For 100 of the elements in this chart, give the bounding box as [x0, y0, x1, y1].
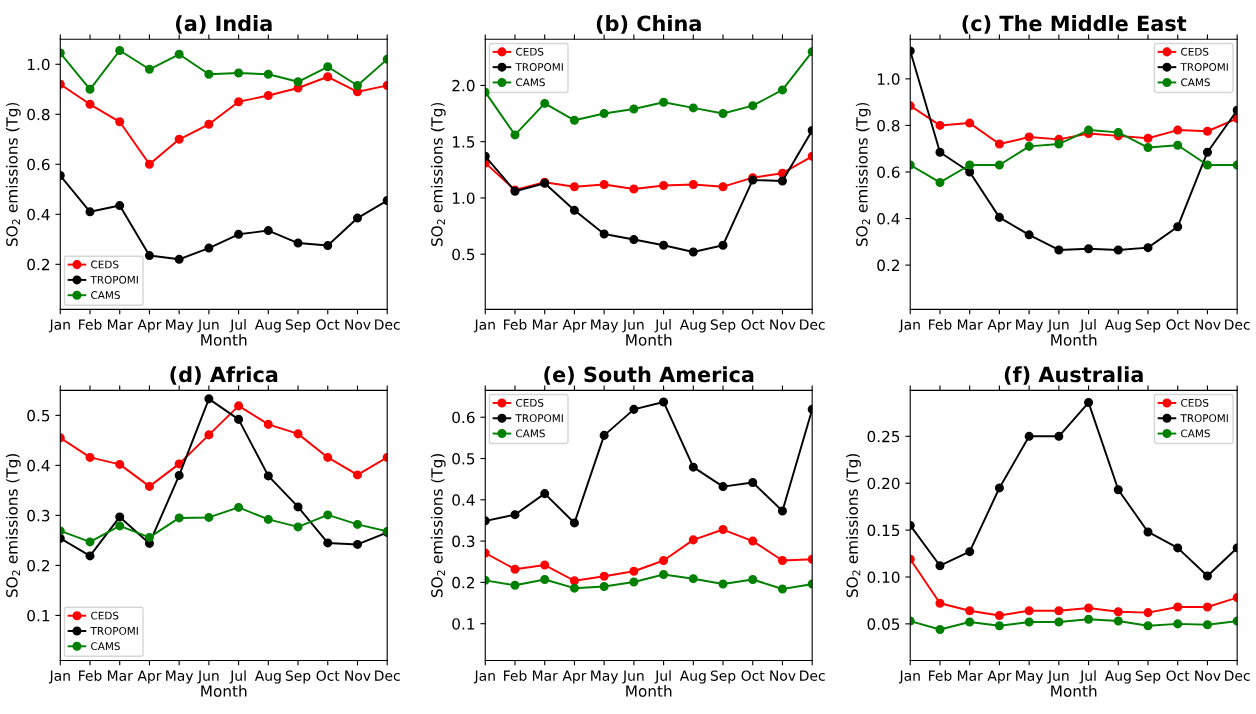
- y-tick-label: 0.3: [452, 535, 475, 548]
- legend-label: TROPOMI: [90, 275, 138, 284]
- x-tick-label: Jan: [473, 319, 495, 333]
- x-tick-label: Jun: [1047, 670, 1069, 684]
- y-tick-label: 2.0: [452, 79, 475, 92]
- y-tick-label: 0.8: [877, 119, 900, 132]
- x-tick-label: Mar: [957, 319, 983, 330]
- legend-label: CEDS: [91, 611, 119, 620]
- x-tick-label: Dec: [375, 319, 400, 330]
- x-tick-label: Dec: [800, 670, 825, 681]
- x-tick-label: Nov: [1195, 670, 1221, 681]
- y-axis-title: SO$_{2}$ emissions (Tg): [855, 102, 871, 247]
- x-tick-label: Aug: [254, 670, 281, 684]
- x-tick-label: Sep: [285, 670, 311, 684]
- x-tick-label: Jan: [48, 319, 70, 333]
- x-tick-label: Sep: [710, 670, 736, 684]
- chart-title: (a) India: [176, 15, 272, 34]
- x-axis-title: Month: [626, 685, 672, 697]
- x-tick-label: May: [166, 670, 194, 684]
- y-tick-label: 0.2: [27, 559, 50, 572]
- x-tick-label: Apr: [987, 670, 1012, 684]
- legend-label: CAMS: [1181, 78, 1210, 87]
- x-tick-label: Oct: [316, 319, 340, 330]
- legend-label: CEDS: [516, 398, 544, 407]
- legend-label: CAMS: [516, 429, 545, 438]
- x-tick-label: Jul: [1079, 670, 1096, 684]
- x-tick-label: Dec: [375, 670, 400, 681]
- x-tick-label: Aug: [254, 319, 281, 333]
- x-axis-title: Month: [1051, 333, 1097, 346]
- x-tick-label: Nov: [345, 319, 371, 330]
- x-tick-label: Apr: [987, 319, 1012, 333]
- x-tick-label: Feb: [504, 670, 527, 681]
- y-axis-title: SO$_{2}$ emissions (Tg): [846, 454, 861, 598]
- y-tick-label: 1.0: [27, 58, 50, 71]
- legend-label: CAMS: [91, 642, 120, 651]
- x-tick-label: Jul: [1079, 319, 1096, 333]
- y-axis-title: SO$_{2}$ emissions (Tg): [5, 454, 21, 598]
- x-tick-label: Apr: [137, 319, 162, 333]
- x-tick-label: Nov: [770, 670, 796, 681]
- y-axis-title: SO$_{2}$ emissions (Tg): [430, 454, 446, 598]
- x-tick-label: Dec: [1225, 319, 1250, 330]
- y-tick-label: 1.5: [452, 136, 475, 148]
- x-tick-label: Sep: [710, 319, 736, 333]
- x-tick-label: Feb: [929, 319, 952, 330]
- y-tick-label: 0.4: [452, 494, 475, 506]
- x-tick-label: Feb: [79, 670, 102, 681]
- x-tick-label: Feb: [79, 319, 102, 330]
- chart-title: (f) Australia: [1004, 366, 1143, 385]
- x-tick-label: May: [591, 670, 619, 684]
- x-tick-label: Oct: [1166, 319, 1190, 330]
- y-tick-label: 0.3: [27, 509, 50, 522]
- y-tick-label: 0.4: [27, 208, 50, 221]
- x-tick-label: Aug: [1104, 670, 1131, 684]
- legend-label: TROPOMI: [1180, 414, 1228, 423]
- y-tick-label: 0.2: [877, 259, 899, 272]
- x-tick-label: Jun: [622, 319, 644, 333]
- legend-label: CEDS: [1181, 398, 1209, 407]
- x-tick-label: Jan: [473, 670, 495, 684]
- x-tick-label: Mar: [107, 670, 133, 681]
- x-tick-label: Mar: [957, 670, 983, 681]
- x-tick-label: Feb: [504, 319, 527, 330]
- y-tick-label: 0.2: [27, 258, 50, 271]
- x-tick-label: Jan: [898, 319, 920, 333]
- x-tick-label: Jun: [197, 670, 219, 684]
- legend-label: TROPOMI: [515, 63, 563, 71]
- x-tick-label: Oct: [316, 670, 340, 681]
- legend-label: TROPOMI: [1180, 63, 1228, 71]
- x-tick-label: Oct: [741, 319, 765, 330]
- x-tick-label: Jun: [622, 670, 644, 684]
- y-tick-label: 0.4: [877, 213, 900, 225]
- x-tick-label: Sep: [1135, 319, 1161, 333]
- x-axis-title: Month: [1051, 685, 1097, 697]
- y-tick-label: 0.10: [867, 571, 900, 584]
- x-tick-label: Feb: [929, 670, 952, 681]
- y-tick-label: 0.15: [867, 524, 900, 537]
- y-tick-label: 0.6: [877, 166, 900, 178]
- x-tick-label: May: [591, 319, 619, 333]
- x-tick-label: Jan: [898, 670, 920, 684]
- x-tick-label: Nov: [1195, 319, 1221, 330]
- x-tick-label: Jun: [1047, 319, 1069, 333]
- legend-label: CEDS: [91, 260, 119, 269]
- y-tick-label: 0.4: [27, 459, 50, 472]
- y-tick-label: 0.2: [452, 576, 475, 589]
- x-tick-label: Jul: [229, 319, 246, 333]
- y-tick-label: 0.5: [452, 452, 475, 465]
- x-tick-label: Mar: [107, 319, 133, 330]
- x-tick-label: Dec: [800, 319, 825, 330]
- x-tick-label: Apr: [137, 670, 162, 684]
- x-tick-label: May: [1016, 670, 1044, 684]
- x-tick-label: Apr: [562, 319, 587, 333]
- legend-label: CAMS: [516, 78, 545, 87]
- x-tick-label: Nov: [770, 319, 796, 330]
- x-tick-label: Oct: [1166, 670, 1190, 681]
- y-tick-label: 0.6: [452, 411, 475, 424]
- x-tick-label: Jan: [48, 670, 70, 684]
- y-tick-label: 0.1: [27, 609, 50, 622]
- legend-label: CEDS: [1181, 47, 1209, 56]
- legend-label: TROPOMI: [515, 414, 563, 423]
- y-axis-title: SO$_{2}$ emissions (Tg): [430, 102, 446, 247]
- x-tick-label: Mar: [532, 670, 558, 681]
